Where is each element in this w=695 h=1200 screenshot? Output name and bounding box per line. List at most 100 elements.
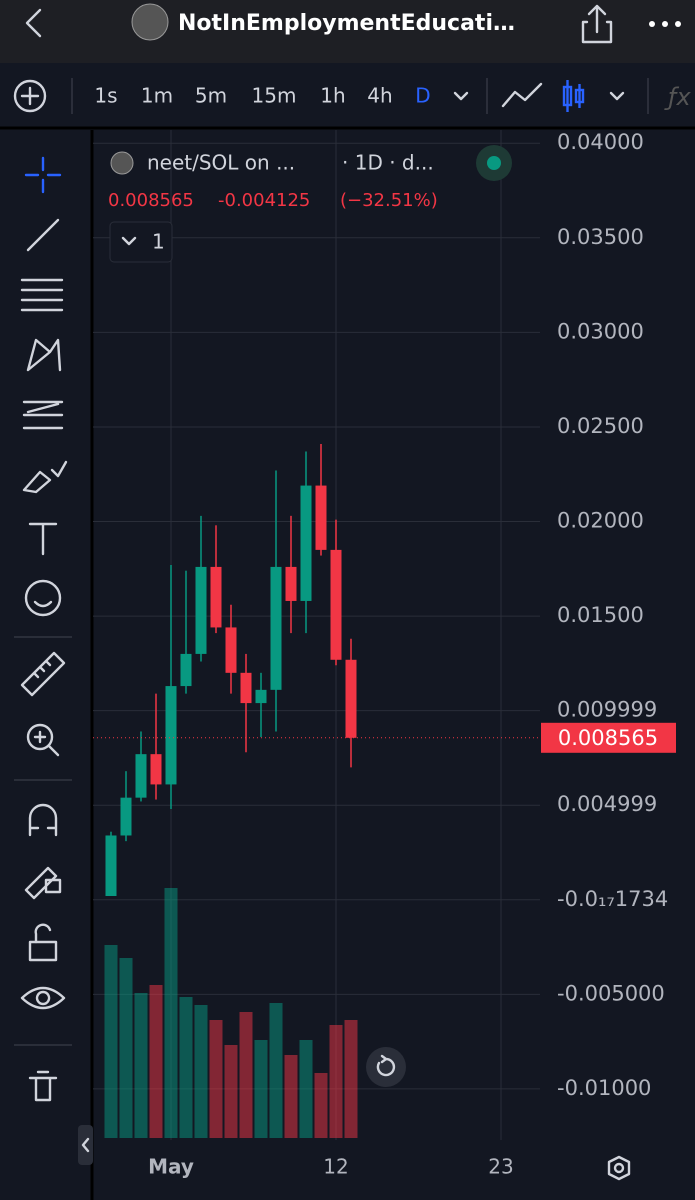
candle-body <box>300 485 312 601</box>
header-title: NotInEmploymentEducati… <box>178 11 515 36</box>
y-tick-label: 0.03500 <box>557 225 644 249</box>
header-bar <box>0 0 695 63</box>
candle-chart-type[interactable] <box>562 80 585 112</box>
y-tick-label: -0.005000 <box>557 981 665 1005</box>
candle-body <box>240 672 252 704</box>
interval-button[interactable]: 4h <box>367 84 392 108</box>
delete-tool[interactable] <box>28 1070 58 1102</box>
candle-body <box>210 566 222 628</box>
volume-bar <box>149 985 163 1138</box>
x-tick-label: 12 <box>323 1155 348 1179</box>
volume-bar <box>344 1020 358 1138</box>
volume-bar <box>134 993 148 1138</box>
zoom-tool[interactable] <box>26 723 60 757</box>
indicators-icon[interactable]: ƒx <box>664 83 691 111</box>
x-tick-label: May <box>148 1155 194 1179</box>
volume-bar <box>194 1005 208 1138</box>
interval-dropdown[interactable] <box>453 91 469 101</box>
candle-body <box>330 549 342 660</box>
x-tick-label: 23 <box>488 1155 513 1179</box>
candle-body <box>195 566 207 654</box>
pattern-tool[interactable] <box>26 338 62 372</box>
line-chart-type[interactable] <box>501 82 543 108</box>
candle-body <box>345 659 357 738</box>
volume-bar <box>119 958 133 1138</box>
y-tick-label: 0.004999 <box>557 792 657 816</box>
volume-bar <box>314 1073 328 1138</box>
share-button[interactable] <box>581 4 613 44</box>
unlock-tool[interactable] <box>28 923 58 962</box>
candle-body <box>225 627 237 673</box>
indicators-toggle[interactable] <box>109 221 173 263</box>
price-tag-label: 0.008565 <box>558 726 658 750</box>
indicators-count: 1 <box>152 230 165 254</box>
volume-bar <box>299 1040 313 1138</box>
candle-body <box>135 754 147 798</box>
candle-body <box>285 566 297 601</box>
interval-button[interactable]: 15m <box>252 84 297 108</box>
volume-bar <box>269 1003 283 1138</box>
toggle-chevron <box>121 236 137 246</box>
interval-button[interactable]: 1s <box>94 84 117 108</box>
volume-bar <box>164 888 178 1138</box>
y-tick-label: 0.04000 <box>557 130 644 154</box>
legend-change-percent: (−32.51%) <box>340 190 438 211</box>
brush-tool[interactable] <box>22 460 68 494</box>
interval-button[interactable]: 1m <box>141 84 173 108</box>
candle-body <box>120 797 132 836</box>
legend-close: 0.008565 <box>108 190 194 211</box>
visibility-tool[interactable] <box>20 986 66 1010</box>
crosshair-tool[interactable] <box>24 156 62 194</box>
y-tick-label: 0.02500 <box>557 414 644 438</box>
y-tick-label: 0.009999 <box>557 698 657 722</box>
volume-bar <box>284 1055 298 1138</box>
y-tick-label: -0.01000 <box>557 1076 651 1100</box>
more-button[interactable] <box>649 21 681 27</box>
tool-icons <box>20 156 68 1102</box>
projection-tool[interactable] <box>22 400 64 430</box>
lock-drawing-tool[interactable] <box>24 866 62 900</box>
volume-bar <box>254 1040 268 1138</box>
volume-bar <box>179 997 193 1138</box>
tool-dividers <box>14 636 72 1046</box>
add-button[interactable] <box>13 79 47 113</box>
volume-bar <box>239 1012 253 1138</box>
interval-button[interactable]: 1h <box>320 84 345 108</box>
volume-bar <box>224 1045 238 1138</box>
fib-tool[interactable] <box>20 278 64 312</box>
interval-button[interactable]: 5m <box>195 84 227 108</box>
y-tick-label: -0.0₁₇1734 <box>557 887 668 911</box>
candle-body <box>180 653 192 687</box>
chart-type-dropdown[interactable] <box>609 91 625 101</box>
market-status <box>487 156 501 170</box>
y-tick-label: 0.02000 <box>557 509 644 533</box>
candle-body <box>105 835 117 897</box>
settings-dot <box>613 1162 625 1174</box>
collapse-arrow <box>81 1137 90 1153</box>
legend-symbol: neet/SOL on ... <box>147 151 295 175</box>
emoji-tool[interactable] <box>24 579 62 617</box>
reset-button[interactable] <box>366 1047 406 1087</box>
ruler-tool[interactable] <box>20 651 66 697</box>
volume-bar <box>329 1025 343 1138</box>
text-tool[interactable] <box>28 522 58 556</box>
trendline-tool[interactable] <box>26 218 60 252</box>
settings-button[interactable] <box>607 1155 631 1181</box>
candle-body <box>315 485 327 550</box>
legend-interval: · 1D · d... <box>342 151 434 175</box>
price-tag <box>541 722 676 753</box>
volume-bar <box>104 945 118 1138</box>
interval-button[interactable]: D <box>415 84 430 108</box>
collapse-panel[interactable] <box>78 1125 93 1165</box>
symbol-icon <box>110 151 134 175</box>
magnet-tool[interactable] <box>28 803 58 837</box>
back-button[interactable] <box>25 8 42 38</box>
avatar <box>131 3 169 41</box>
candle-body <box>165 686 177 785</box>
y-tick-label: 0.01500 <box>557 603 644 627</box>
volume-bar <box>209 1020 223 1138</box>
legend-change: -0.004125 <box>218 190 310 211</box>
candle-body <box>150 754 162 785</box>
reset-icon <box>376 1054 396 1077</box>
